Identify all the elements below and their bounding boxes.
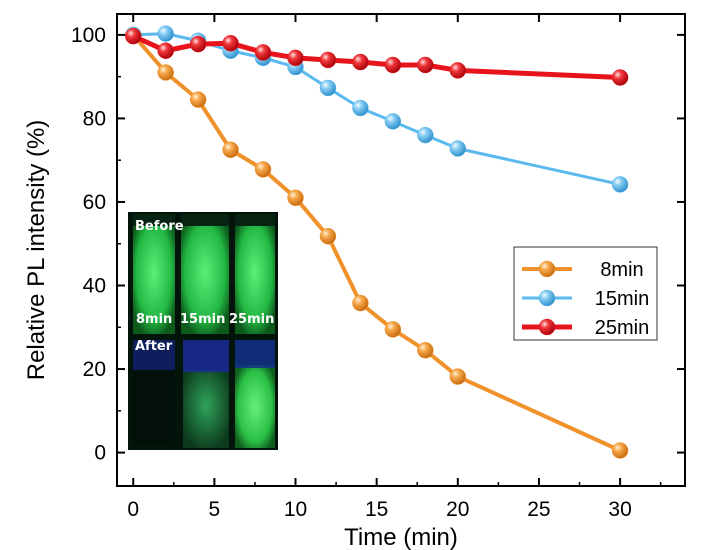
x-tick-label: 25 xyxy=(527,498,550,521)
data-point-15min xyxy=(449,140,467,157)
data-point-8min xyxy=(611,442,629,459)
inset-before-label: Before xyxy=(135,219,184,234)
x-tick-label: 20 xyxy=(446,498,469,521)
data-point-15min xyxy=(384,113,402,130)
y-tick-label: 60 xyxy=(83,191,106,214)
y-tick-label: 40 xyxy=(83,275,106,298)
inset-sample-label-15min: 15min xyxy=(180,312,225,327)
inset-sample-label-8min: 8min xyxy=(136,312,172,327)
inset-sample-label-25min: 25min xyxy=(229,312,274,327)
y-tick-label: 0 xyxy=(94,442,106,465)
data-point-25min xyxy=(449,62,467,79)
data-point-15min xyxy=(157,25,174,42)
x-tick-label: 0 xyxy=(127,498,139,521)
x-tick-label: 10 xyxy=(284,498,307,521)
data-point-8min xyxy=(189,91,207,108)
data-point-25min xyxy=(189,35,207,53)
series-25min xyxy=(124,27,629,86)
data-point-15min xyxy=(417,126,434,144)
legend-marker xyxy=(538,318,556,336)
data-point-25min xyxy=(222,34,239,52)
y-tick-label: 20 xyxy=(83,358,106,381)
inset-after-label: After xyxy=(135,339,173,354)
legend-label: 15min xyxy=(595,288,649,310)
data-point-25min xyxy=(254,44,272,61)
x-tick-label: 15 xyxy=(365,498,388,521)
data-point-25min xyxy=(611,69,629,86)
legend-entry-15min: 15min xyxy=(522,288,649,310)
y-tick-label: 80 xyxy=(83,107,106,130)
inset-photo: Before 8min 15min 25min After xyxy=(128,212,278,450)
data-point-25min xyxy=(157,42,174,60)
data-point-25min xyxy=(124,27,142,45)
axes: 0 5 10 15 20 25 30 0 20 40 60 80 100 xyxy=(71,14,685,521)
data-point-25min xyxy=(417,56,434,74)
data-point-25min xyxy=(319,51,337,69)
x-axis-title: Time (min) xyxy=(344,524,458,550)
data-point-8min xyxy=(417,341,434,359)
legend-label: 8min xyxy=(600,259,643,281)
series-layer xyxy=(124,25,629,459)
data-point-8min xyxy=(157,64,174,81)
data-point-8min xyxy=(449,368,467,385)
y-axis-title: Relative PL intensity (%) xyxy=(23,120,50,381)
series-8min xyxy=(124,26,629,459)
legend-entry-8min: 8min xyxy=(522,259,644,281)
data-point-15min xyxy=(352,99,369,117)
data-point-15min xyxy=(319,79,337,97)
legend-entry-25min: 25min xyxy=(522,317,649,339)
data-point-8min xyxy=(287,189,304,207)
plot-frame xyxy=(116,13,686,487)
data-point-15min xyxy=(611,176,629,193)
data-point-8min xyxy=(222,141,239,159)
legend-marker xyxy=(538,289,556,307)
legend-marker xyxy=(538,260,556,278)
data-point-25min xyxy=(352,53,369,71)
series-line-25min xyxy=(132,33,621,80)
data-point-8min xyxy=(352,294,369,312)
x-tick-label: 5 xyxy=(209,498,221,521)
data-point-8min xyxy=(384,321,402,338)
data-point-25min xyxy=(384,56,402,74)
legend: 8min 15min 25min xyxy=(513,246,658,341)
data-point-8min xyxy=(254,161,272,178)
data-point-25min xyxy=(287,49,304,67)
x-tick-label: 30 xyxy=(608,498,631,521)
data-point-8min xyxy=(319,227,337,245)
legend-label: 25min xyxy=(595,317,649,339)
y-tick-label: 100 xyxy=(71,24,106,47)
